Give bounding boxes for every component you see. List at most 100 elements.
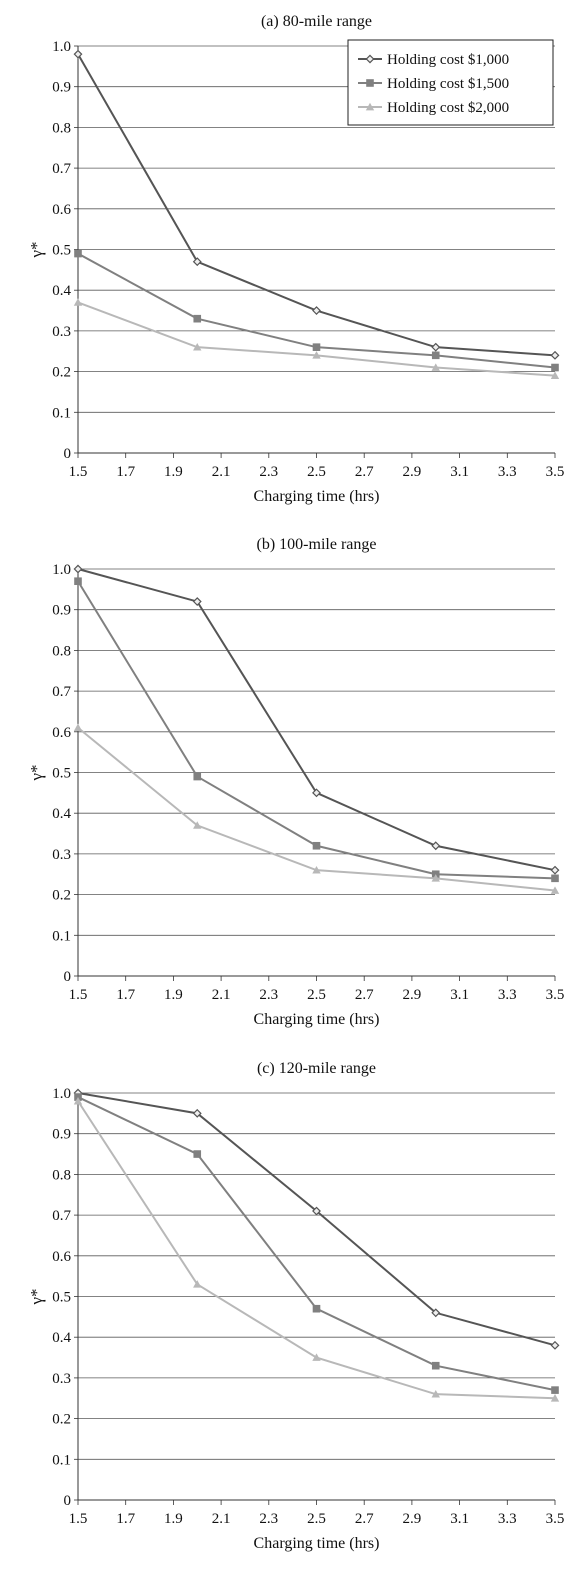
series-line <box>77 1096 556 1392</box>
triangle-marker <box>193 821 202 829</box>
triangle-marker <box>431 363 440 371</box>
y-tick-label: 0.6 <box>52 1249 71 1265</box>
series-line <box>77 568 556 872</box>
legend-label: Holding cost $1,500 <box>387 76 509 92</box>
x-tick-label: 3.3 <box>498 987 517 1003</box>
x-tick-label: 1.5 <box>69 1511 88 1527</box>
x-tick-label: 3.3 <box>498 1511 517 1527</box>
x-tick-label: 3.5 <box>546 987 565 1003</box>
y-tick-label: 0.6 <box>52 725 71 741</box>
triangle-marker <box>365 102 375 111</box>
diamond-marker <box>192 257 202 267</box>
legend-label: Holding cost $1,000 <box>387 52 509 68</box>
x-tick-label: 2.3 <box>259 464 278 480</box>
y-tick-label: 0.8 <box>52 643 71 659</box>
x-tick-label: 2.7 <box>355 464 374 480</box>
x-axis-label: Charging time (hrs) <box>254 1011 380 1028</box>
diamond-marker <box>550 865 560 875</box>
triangle-marker <box>431 1389 440 1398</box>
y-axis-label: γ* <box>27 764 46 781</box>
diamond-marker <box>73 49 83 59</box>
square-marker <box>74 577 82 586</box>
legend-label: Holding cost $2,000 <box>387 100 509 116</box>
chart-title: (b) 100-mile range <box>257 536 377 553</box>
y-tick-label: 0.4 <box>52 806 71 822</box>
chart-panel-0: 0 0.1 0.2 0.3 0.4 0.5 0.6 0.7 0.8 0.9 1.0 1.5 1.7 1.9… <box>27 13 564 505</box>
diamond-marker <box>312 788 321 798</box>
y-tick-label: 0.2 <box>52 365 71 381</box>
triangle-marker <box>550 886 560 894</box>
triangle-marker <box>312 1353 321 1361</box>
x-tick-label: 2.3 <box>259 987 278 1003</box>
y-tick-label: 0.3 <box>52 1371 71 1387</box>
x-tick-label: 2.5 <box>307 1511 326 1527</box>
chart-title: (a) 80-mile range <box>261 13 372 30</box>
x-tick-label: 3.1 <box>450 987 469 1003</box>
series-line <box>77 580 556 880</box>
chart-title: (c) 120-mile range <box>257 1060 376 1077</box>
square-marker <box>193 1150 202 1158</box>
square-marker <box>193 314 202 323</box>
y-tick-label: 0.9 <box>52 1127 71 1143</box>
diamond-marker <box>312 306 321 315</box>
x-tick-label: 2.5 <box>307 464 326 480</box>
y-tick-label: 0.5 <box>52 1290 71 1306</box>
y-tick-label: 0.1 <box>52 928 71 944</box>
triangle-marker <box>550 371 560 380</box>
x-tick-label: 2.1 <box>212 987 231 1003</box>
y-tick-label: 1.0 <box>52 1086 71 1102</box>
diamond-marker <box>431 342 441 352</box>
triangle-marker <box>73 723 83 732</box>
y-tick-label: 0 <box>64 446 72 462</box>
diamond-marker <box>550 350 560 360</box>
x-tick-label: 1.9 <box>164 987 183 1003</box>
y-tick-label: 0.3 <box>52 847 71 863</box>
triangle-marker <box>431 874 440 882</box>
diamond-marker <box>431 1308 441 1318</box>
x-tick-label: 3.5 <box>546 1511 565 1527</box>
triangle-marker <box>73 1096 83 1105</box>
y-tick-label: 0 <box>64 969 72 985</box>
x-tick-label: 2.7 <box>355 1511 374 1527</box>
y-tick-label: 0.7 <box>52 161 71 177</box>
y-tick-label: 0.1 <box>52 1452 71 1468</box>
x-tick-label: 2.3 <box>259 1511 278 1527</box>
y-tick-label: 0.4 <box>52 283 71 299</box>
square-marker <box>312 841 321 850</box>
x-tick-label: 2.7 <box>355 987 374 1003</box>
triangle-marker <box>550 1394 560 1402</box>
x-tick-label: 2.9 <box>403 464 422 480</box>
square-marker <box>431 351 440 360</box>
x-tick-label: 2.1 <box>212 464 231 480</box>
legend-box <box>347 39 554 126</box>
triangle-marker <box>193 1280 202 1288</box>
x-tick-label: 3.3 <box>498 464 517 480</box>
x-axis-label: Charging time (hrs) <box>254 1535 380 1552</box>
chart-panel-1: 0 0.1 0.2 0.3 0.4 0.5 0.6 0.7 0.8 0.9 1.0 1.5 1.7 1.9… <box>27 536 564 1028</box>
square-marker <box>551 874 559 883</box>
triangle-marker <box>312 351 321 359</box>
square-marker <box>551 363 559 372</box>
diamond-marker <box>365 54 375 64</box>
x-tick-label: 1.5 <box>69 987 88 1003</box>
square-marker <box>431 1361 440 1370</box>
y-axis-label: γ* <box>27 241 46 258</box>
triangle-marker <box>73 298 83 306</box>
y-tick-label: 0.4 <box>52 1330 71 1346</box>
legend: Holding cost $1,000 Holding cost $1,500 Ho… <box>347 39 554 126</box>
x-tick-label: 3.1 <box>450 464 469 480</box>
y-tick-label: 0.8 <box>52 1167 71 1183</box>
chart-panel-2: 0 0.1 0.2 0.3 0.4 0.5 0.6 0.7 0.8 0.9 1.0 1.5 1.7 1.9… <box>27 1060 564 1552</box>
y-tick-label: 0.7 <box>52 1208 71 1224</box>
square-marker <box>551 1386 559 1394</box>
diamond-marker <box>192 597 202 607</box>
diamond-marker <box>312 1206 321 1216</box>
x-tick-label: 3.5 <box>546 464 565 480</box>
x-tick-label: 1.5 <box>69 464 88 480</box>
triangle-marker <box>193 342 202 351</box>
triangle-marker <box>312 865 321 874</box>
square-marker <box>366 79 374 87</box>
x-tick-label: 1.7 <box>116 987 135 1003</box>
